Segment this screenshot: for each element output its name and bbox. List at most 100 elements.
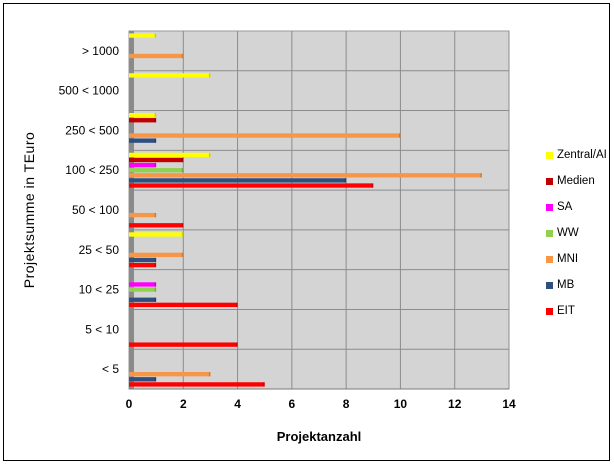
chart-frame: 0 2 4 6 8 10 12 14 < 5 5 < 10 10 < 25 25 < 50 50 < 1… (3, 3, 610, 461)
bar-mb (129, 377, 157, 382)
y-category-label: 10 < 25 (79, 283, 120, 297)
legend-item-medien: Medien (546, 174, 595, 188)
bar-edge (236, 302, 238, 308)
x-tick-label: 4 (234, 397, 241, 411)
x-tick-label: 6 (289, 397, 296, 411)
bar-edge (181, 223, 184, 228)
legend-swatch (546, 151, 553, 159)
bar-sa (129, 162, 157, 168)
y-category-label: 250 < 500 (65, 123, 119, 137)
legend-label: SA (557, 201, 573, 213)
bar-edge (154, 287, 157, 292)
legend-swatch (546, 281, 553, 289)
bar-edge (154, 112, 157, 118)
legend-swatch (546, 229, 553, 237)
legend-label: Zentral/AI (557, 149, 607, 161)
bar-edge (236, 342, 238, 347)
bar-ww (129, 287, 157, 292)
bar-zentral-ai (129, 73, 211, 78)
bar-mb (129, 178, 347, 183)
legend-label: MB (557, 279, 575, 291)
bar-edge (154, 162, 157, 168)
bar-edge (398, 133, 401, 138)
bar-edge (181, 252, 184, 258)
x-axis-title: Projektanzahl (277, 429, 362, 444)
bar-edge (154, 282, 157, 287)
y-category-label: 5 < 10 (85, 322, 119, 336)
y-axis-title: Projektsumme in TEuro (21, 132, 37, 289)
legend-item-mni: MNI (546, 252, 578, 266)
bar-edge (344, 178, 347, 183)
bar-edge (371, 183, 374, 188)
bar-mb (129, 138, 157, 143)
bar-edge (181, 232, 184, 237)
bar-mb (129, 257, 157, 263)
bar-ww (129, 168, 184, 173)
y-axis-wall (129, 31, 134, 389)
x-tick-label: 2 (180, 397, 187, 411)
bar-edge (181, 157, 184, 163)
bar-eit (129, 342, 238, 347)
x-tick-label: 0 (126, 397, 133, 411)
x-tick-label: 8 (343, 397, 350, 411)
bar-edge (181, 168, 184, 173)
plot-area (128, 30, 510, 390)
legend-item-ww: WW (546, 226, 579, 240)
bar-mni (129, 53, 184, 59)
bar-edge (480, 173, 482, 178)
y-category-label: 100 < 250 (65, 163, 119, 177)
legend-swatch (546, 203, 553, 211)
bar-chart: 0 2 4 6 8 10 12 14 < 5 5 < 10 10 < 25 25 < 50 50 < 1… (21, 30, 516, 444)
legend-item-zentral-ai: Zentral/AI (546, 148, 607, 162)
bar-edge (154, 262, 157, 268)
legend-item-eit: EIT (546, 304, 575, 318)
legend-item-mb: MB (546, 278, 574, 292)
legend-swatch (546, 307, 553, 315)
bar-edge (154, 212, 157, 218)
legend-swatch (546, 177, 553, 185)
bar-edge (154, 118, 157, 123)
x-tick-label: 14 (502, 397, 516, 411)
bar-eit (129, 183, 374, 188)
bar-eit (129, 302, 238, 308)
x-tick-label: 10 (394, 397, 408, 411)
bar-zentral-ai (129, 152, 211, 158)
y-category-label: < 5 (102, 362, 119, 376)
bar-eit (129, 262, 157, 268)
bar-zentral-ai (129, 112, 157, 118)
bar-edge (263, 382, 265, 387)
bar-zentral-ai (129, 232, 184, 237)
bar-edge (208, 152, 211, 158)
bar-mni (129, 252, 184, 258)
bar-edge (181, 53, 184, 59)
x-tick-label: 12 (448, 397, 462, 411)
bar-edge (154, 138, 157, 143)
bar-edge (208, 372, 211, 377)
bar-edge (154, 33, 157, 38)
bar-eit (129, 223, 184, 228)
y-category-label: > 1000 (82, 44, 119, 58)
legend-label: Medien (557, 175, 595, 187)
bar-medien (129, 157, 184, 163)
bar-edge (208, 73, 211, 78)
legend-swatch (546, 255, 553, 263)
bar-medien (129, 118, 157, 123)
bar-mb (129, 297, 157, 302)
legend-label: MNI (557, 253, 579, 265)
bar-eit (129, 382, 265, 387)
bar-mni (129, 173, 482, 178)
y-category-label: 500 < 1000 (59, 84, 120, 98)
bar-sa (129, 282, 157, 287)
bar-mni (129, 372, 211, 377)
bar-edge (154, 377, 157, 382)
legend-label: EIT (557, 305, 575, 317)
bar-zentral-ai (129, 33, 157, 38)
bar-mni (129, 133, 401, 138)
y-category-label: 50 < 100 (72, 203, 119, 217)
y-category-label: 25 < 50 (79, 243, 120, 257)
legend-item-sa: SA (546, 200, 572, 214)
bar-edge (154, 297, 157, 302)
legend-label: WW (557, 227, 579, 239)
bar-edge (154, 257, 157, 263)
bar-mni (129, 212, 157, 218)
